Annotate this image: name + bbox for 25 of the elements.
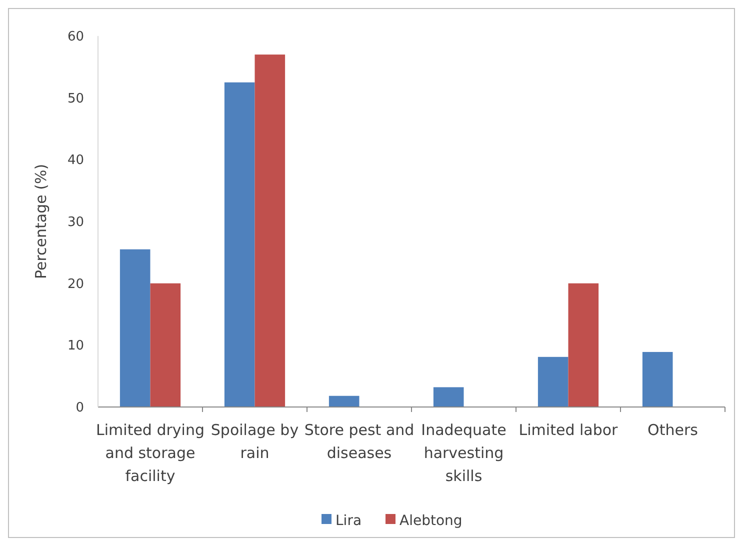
- x-tick-label: Store pest and diseases: [304, 421, 414, 462]
- bar: [328, 396, 360, 407]
- bar: [642, 352, 673, 407]
- bar: [224, 82, 255, 407]
- bar: [568, 283, 599, 407]
- bar: [433, 387, 464, 407]
- x-tick-label: Limited labor: [518, 421, 619, 439]
- y-tick-label: 50: [67, 91, 84, 106]
- y-tick-label: 10: [67, 338, 84, 354]
- y-axis-title: Percentage (%): [32, 164, 50, 280]
- y-tick-label: 30: [67, 215, 84, 230]
- y-tick-label: 0: [76, 400, 84, 416]
- bar: [254, 54, 286, 407]
- x-tick-label: Others: [648, 421, 698, 439]
- bar: [150, 283, 181, 407]
- y-tick-label: 60: [67, 30, 84, 45]
- bar: [120, 249, 150, 407]
- x-tick-label: Limited drying and storage facility: [96, 421, 204, 485]
- y-tick-label: 40: [67, 153, 84, 168]
- x-tick-label: Inadequate harvesting skills: [421, 421, 506, 485]
- x-tick-label: Spoilage by rain: [210, 421, 299, 462]
- legend-label: Alebtong: [400, 512, 462, 529]
- legend-label: Lira: [336, 512, 362, 529]
- y-tick-label: 20: [67, 276, 84, 292]
- bar: [538, 356, 568, 407]
